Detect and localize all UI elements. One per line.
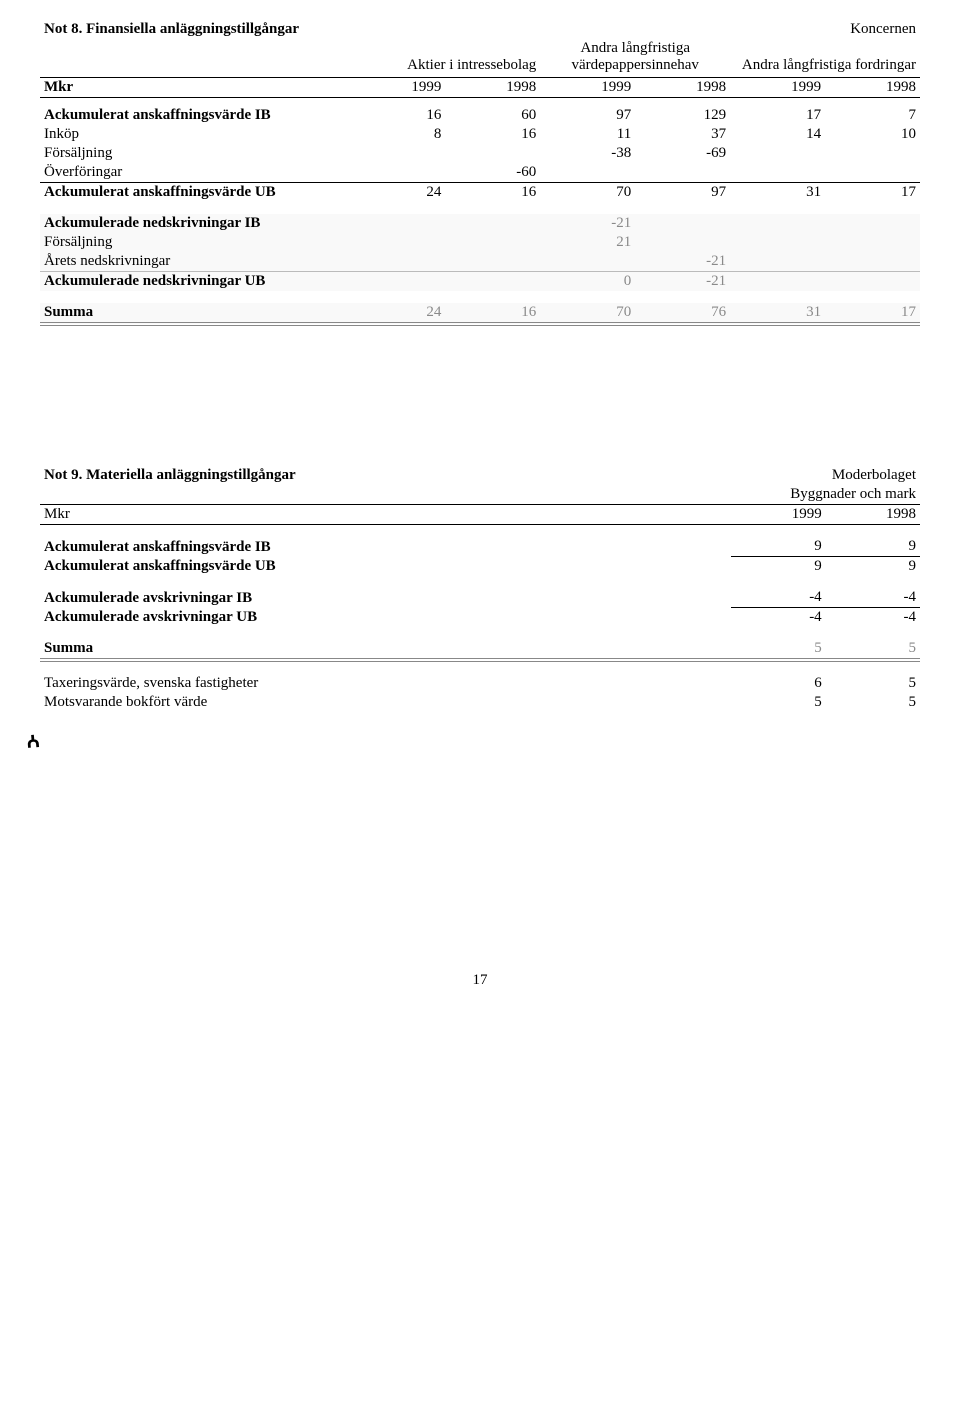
- note9-title: Not 9. Materiella anläggningstillgångar: [40, 466, 731, 485]
- note-9-block: Not 9. Materiella anläggningstillgångar …: [40, 466, 920, 712]
- table-row: Ackumulerat anskaffningsvärde UB 24 16 7…: [40, 183, 920, 203]
- table-row: Försäljning 21: [40, 233, 920, 252]
- note9-sub: Byggnader och mark: [731, 485, 920, 505]
- table-row: Ackumulerat anskaffningsvärde IB 9 9: [40, 537, 920, 557]
- colgrp-aktier: Aktier i intressebolag: [350, 39, 540, 75]
- note-9-table: Not 9. Materiella anläggningstillgångar …: [40, 466, 920, 712]
- summa-row: Summa 24 16 70 76 31 17: [40, 303, 920, 324]
- hand-mark-icon: ꭅ: [25, 723, 41, 754]
- table-row: Ackumulerade avskrivningar UB -4 -4: [40, 608, 920, 628]
- table-row: Taxeringsvärde, svenska fastigheter 6 5: [40, 674, 920, 693]
- note8-group: Koncernen: [730, 20, 920, 39]
- table-row: Ackumulerade nedskrivningar UB 0 -21: [40, 272, 920, 292]
- note-8-table: Not 8. Finansiella anläggningstillgångar…: [40, 20, 920, 326]
- table-row: Försäljning -38 -69: [40, 144, 920, 163]
- unit-label: Mkr: [40, 78, 350, 98]
- table-row: Motsvarande bokfört värde 5 5: [40, 693, 920, 712]
- note9-company: Moderbolaget: [731, 466, 920, 485]
- note-8-block: Not 8. Finansiella anläggningstillgångar…: [40, 20, 920, 326]
- table-row: Ackumulerade avskrivningar IB -4 -4: [40, 588, 920, 608]
- table-row: Ackumulerade nedskrivningar IB -21: [40, 214, 920, 233]
- table-row: Ackumulerat anskaffningsvärde IB 16 60 9…: [40, 106, 920, 125]
- summa-row: Summa 5 5: [40, 639, 920, 660]
- colgrp-vardepapper: Andra långfristiga värdepappersinnehav: [540, 39, 730, 75]
- colgrp-fordringar: Andra långfristiga fordringar: [730, 39, 920, 75]
- table-row: Inköp 8 16 11 37 14 10: [40, 125, 920, 144]
- table-row: Årets nedskrivningar -21: [40, 252, 920, 272]
- table-row: Ackumulerat anskaffningsvärde UB 9 9: [40, 557, 920, 577]
- page-number: 17: [40, 972, 920, 989]
- note8-title: Not 8. Finansiella anläggningstillgångar: [40, 20, 350, 39]
- table-row: Överföringar -60: [40, 163, 920, 183]
